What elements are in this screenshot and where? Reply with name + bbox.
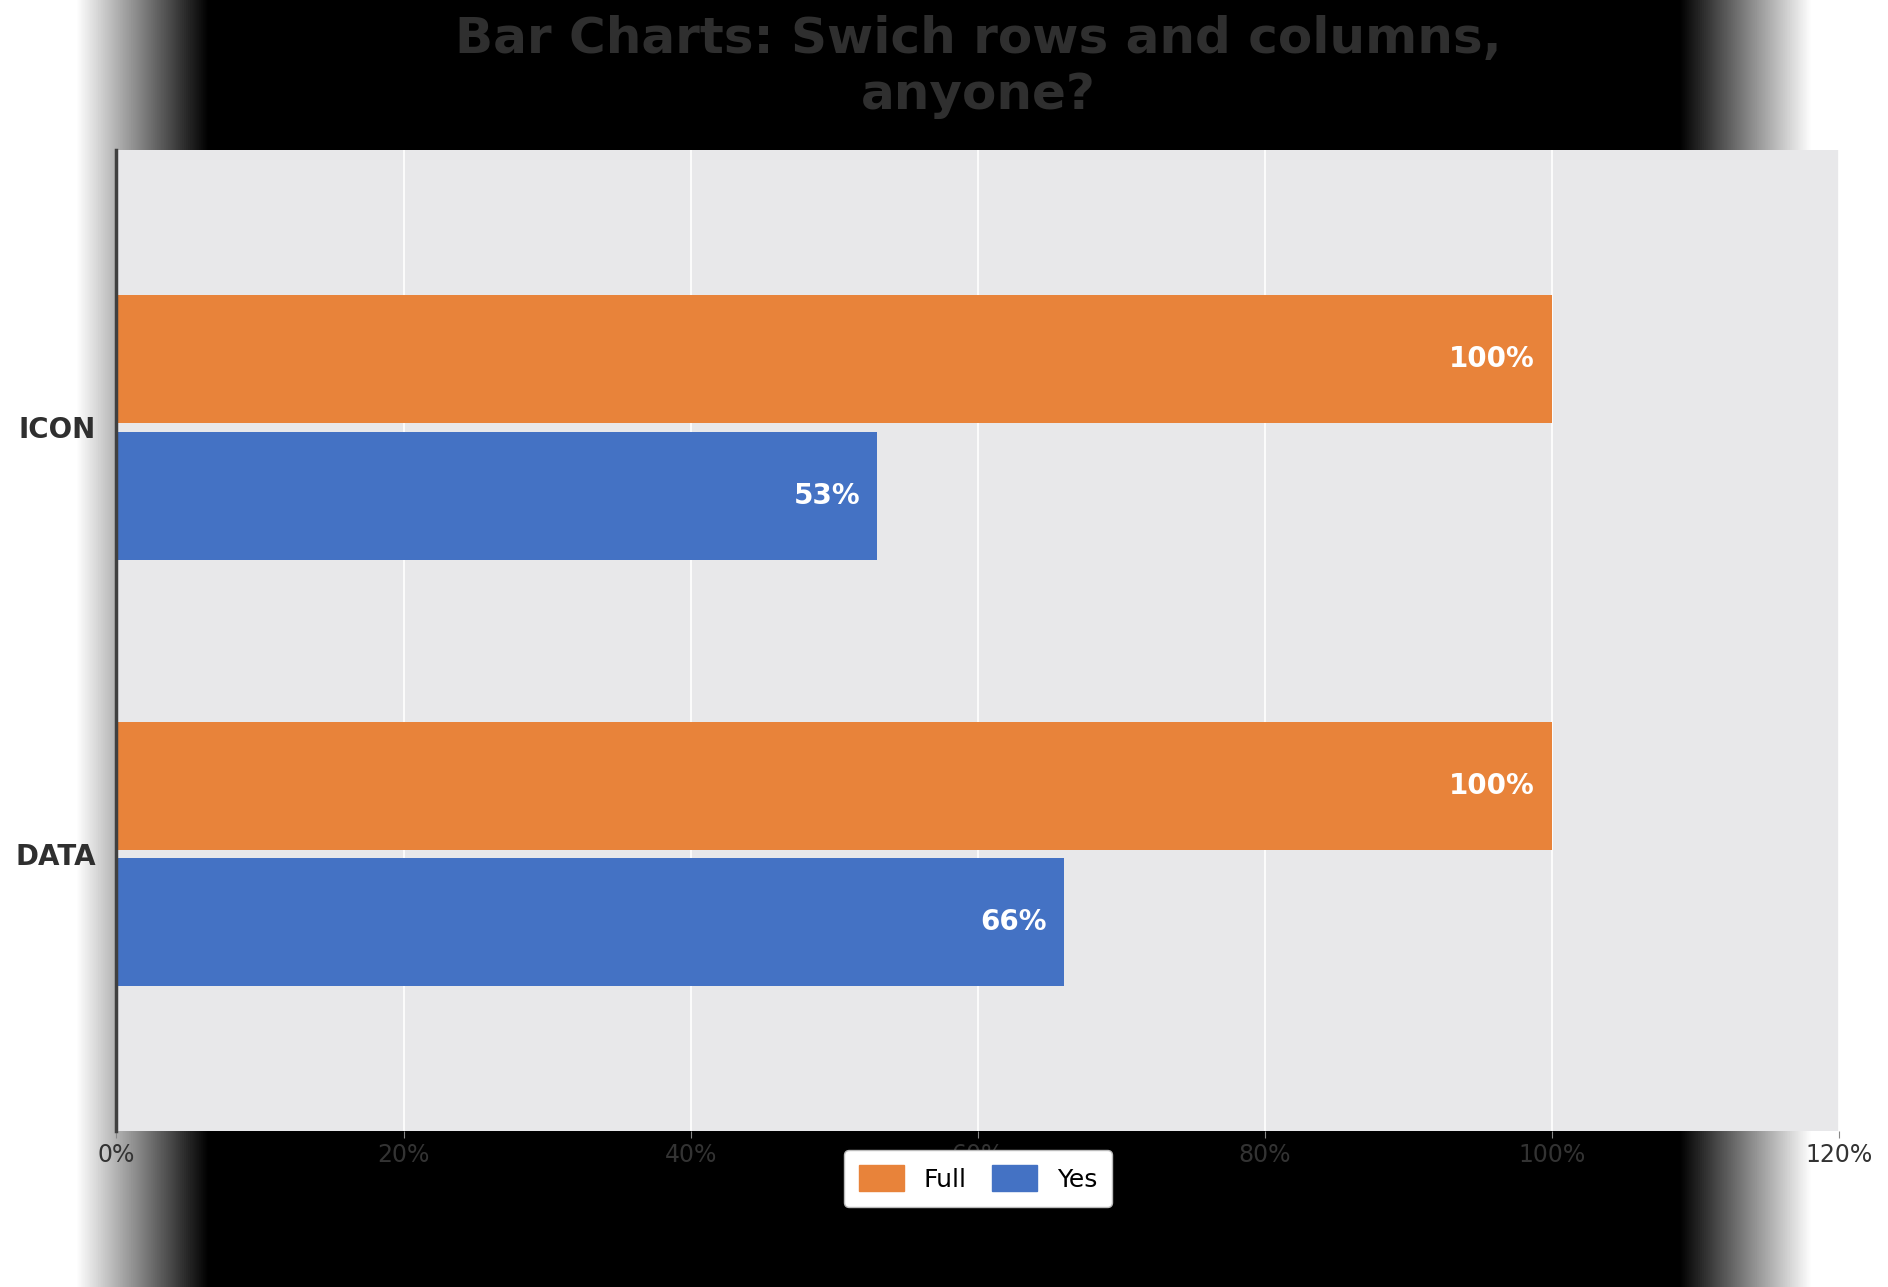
Bar: [117, 431, 878, 560]
Text: 100%: 100%: [1450, 772, 1535, 799]
Legend: Full, Yes: Full, Yes: [844, 1151, 1112, 1207]
Text: 66%: 66%: [980, 909, 1046, 936]
Text: 53%: 53%: [793, 481, 861, 510]
Title: Bar Charts: Swich rows and columns,
anyone?: Bar Charts: Swich rows and columns, anyo…: [455, 15, 1501, 118]
Bar: [117, 722, 1552, 849]
Bar: [117, 295, 1552, 423]
Text: 100%: 100%: [1450, 345, 1535, 373]
Bar: [117, 858, 1065, 986]
